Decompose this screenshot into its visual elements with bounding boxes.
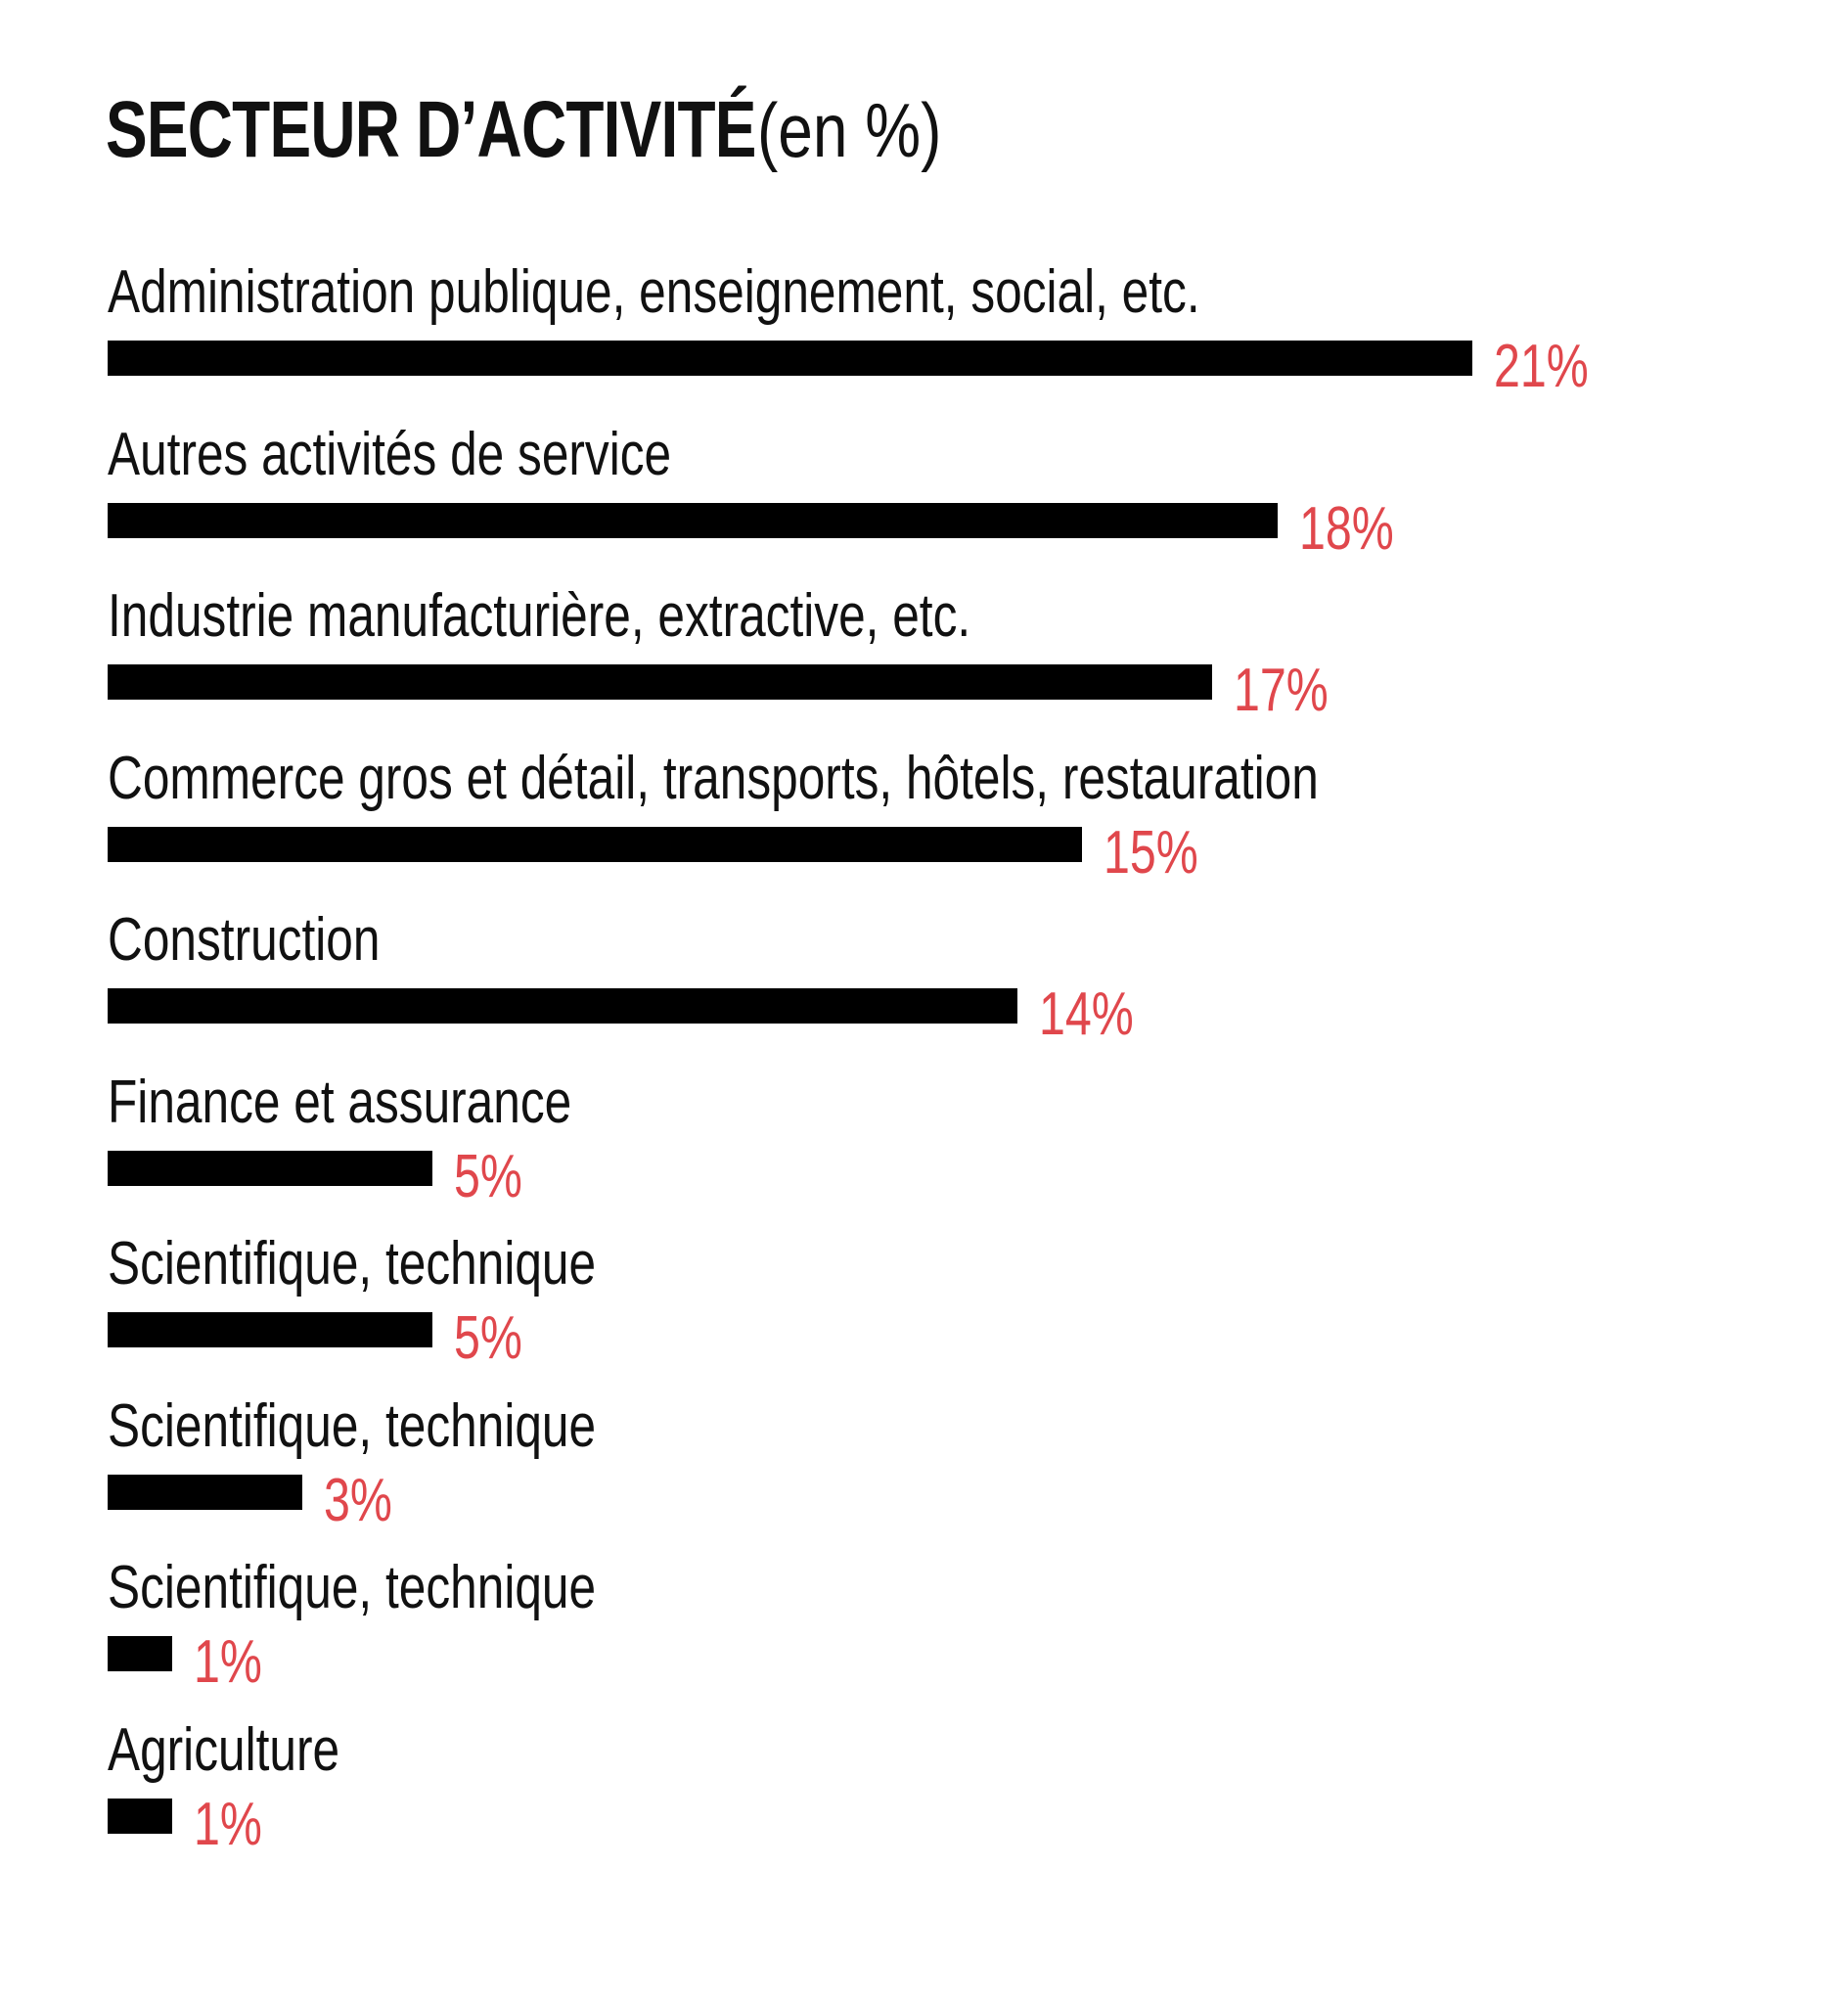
bar (108, 1150, 433, 1186)
bar (108, 1798, 173, 1834)
value-label: 1% (194, 1628, 263, 1696)
value-label: 3% (324, 1466, 393, 1534)
value-label: 15% (1104, 818, 1199, 887)
bar (108, 502, 1278, 538)
category-label: Scientifique, technique (108, 1230, 597, 1298)
category-label: Scientifique, technique (108, 1554, 597, 1621)
value-label: 18% (1298, 494, 1394, 563)
category-label: Scientifique, technique (108, 1391, 597, 1460)
chart-title-unit: (en %) (757, 87, 942, 173)
value-label: 14% (1039, 980, 1134, 1048)
bar (108, 826, 1083, 862)
chart-title-main: SECTEUR D’ACTIVITÉ (106, 85, 756, 174)
category-label: Construction (108, 906, 381, 974)
category-label: Commerce gros et détail, transports, hôt… (108, 744, 1319, 812)
bar (108, 1312, 433, 1347)
bar (108, 1636, 173, 1671)
bar (108, 1474, 303, 1510)
category-label: Autres activités de service (108, 420, 672, 488)
bar (108, 664, 1213, 700)
category-label: Finance et assurance (108, 1068, 572, 1136)
chart-title: SECTEUR D’ACTIVITÉ (en %) (106, 90, 982, 170)
value-label: 5% (454, 1304, 523, 1372)
value-label: 21% (1494, 333, 1589, 400)
value-label: 17% (1234, 657, 1330, 724)
value-label: 5% (454, 1142, 523, 1210)
bar (108, 341, 1472, 376)
category-label: Administration publique, enseignement, s… (108, 258, 1200, 326)
value-label: 1% (194, 1790, 263, 1858)
category-label: Agriculture (108, 1715, 340, 1784)
bar (108, 988, 1017, 1024)
category-label: Industrie manufacturière, extractive, et… (108, 582, 971, 650)
